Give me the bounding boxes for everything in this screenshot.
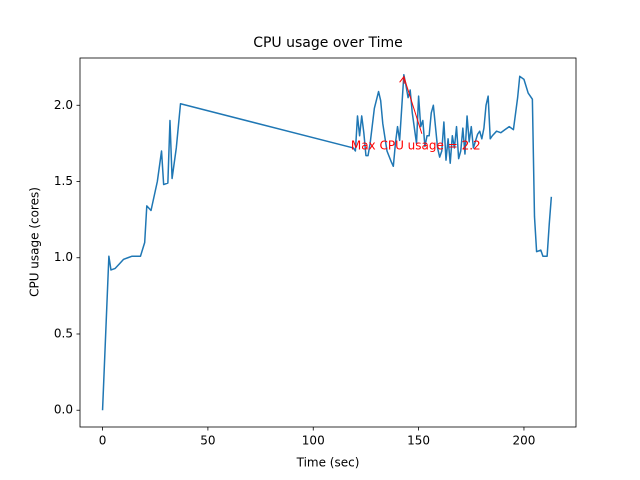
y-tick-label: 2.0 xyxy=(54,98,73,112)
x-tick-label: 200 xyxy=(513,434,536,448)
chart-title: CPU usage over Time xyxy=(253,35,403,51)
y-tick-label: 1.0 xyxy=(54,250,73,264)
x-tick-label: 100 xyxy=(302,434,325,448)
x-axis-label: Time (sec) xyxy=(296,456,360,470)
y-tick-label: 1.5 xyxy=(54,174,73,188)
data-line xyxy=(101,74,553,411)
annotation-text: Max CPU usage = 2.2 xyxy=(351,138,481,152)
y-tick-label: 0.0 xyxy=(54,403,73,417)
annotation-arrowhead xyxy=(399,75,405,84)
y-axis-label: CPU usage (cores) xyxy=(28,187,42,297)
x-tick-label: 0 xyxy=(99,434,107,448)
plot-frame xyxy=(79,57,577,428)
y-tick-label: 0.5 xyxy=(54,326,73,340)
x-tick-label: 150 xyxy=(407,434,430,448)
x-tick-label: 50 xyxy=(200,434,215,448)
annotation-arrow xyxy=(403,76,423,134)
